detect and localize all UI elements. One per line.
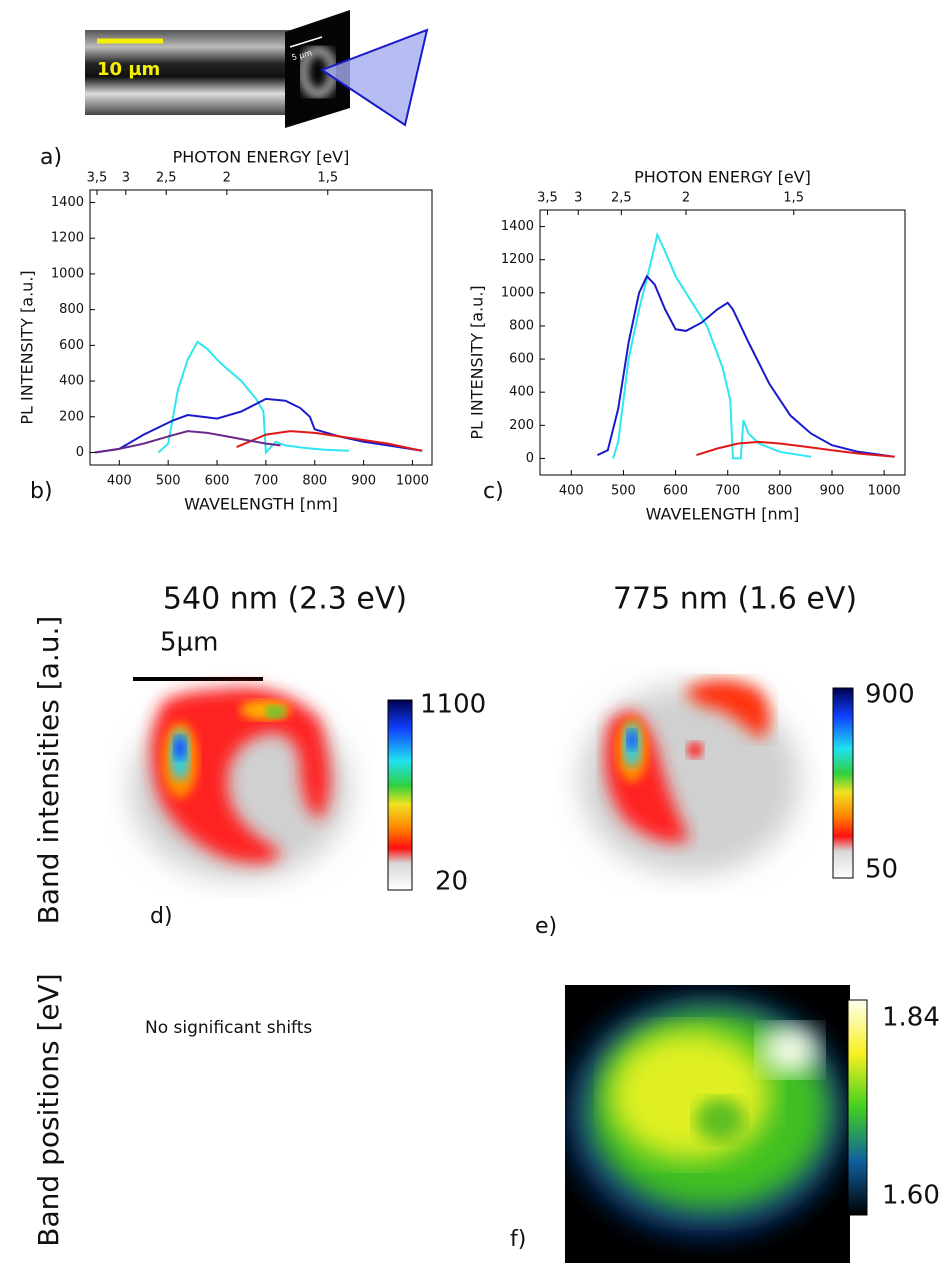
x-tick-label: 500 [611,484,636,499]
row-label: Band intensities [a.u.] [32,616,65,925]
sem-image [85,30,290,115]
small-bar [289,36,323,48]
y-tick-label: 0 [526,451,534,466]
colorbar [387,699,413,891]
x2-tick-label: 1,5 [317,171,338,186]
y-tick-label: 200 [59,409,84,424]
cross-section [285,10,350,128]
x2-tick-label: 3 [574,191,582,206]
panel-label: c) [483,479,504,504]
x-tick-label: 700 [715,484,740,499]
x-tick-label: 400 [559,484,584,499]
light-cone [319,28,429,127]
y-tick-label: 800 [509,318,534,333]
x-tick-label: 900 [820,484,845,499]
x2-tick-label: 2 [223,171,231,186]
colorbar-max: 1.84 [882,1003,940,1033]
panel-label: e) [535,914,557,939]
panel-label: a) [40,145,62,170]
spectrum-line [94,430,281,454]
x2-tick-label: 3,5 [87,171,108,186]
y-tick-label: 1200 [51,231,84,246]
map-title: 540 nm (2.3 eV) [163,582,407,617]
row-label: Band positions [eV] [32,973,65,1246]
panel-label: d) [150,904,173,929]
y-tick-label: 200 [509,418,534,433]
x-tick-label: 800 [302,474,327,489]
x-tick-label: 600 [663,484,688,499]
scale-label: 10 µm [97,59,160,80]
spectrum-line [696,440,895,458]
x-tick-label: 800 [767,484,792,499]
x-axis-label: WAVELENGTH [nm] [184,495,338,514]
panel-label: b) [30,479,53,504]
y-tick-label: 1000 [51,266,84,281]
scale-label: 5µm [160,628,218,658]
plot-frame [89,189,433,466]
x2-axis-label: PHOTON ENERGY [eV] [173,148,350,167]
colorbar [847,999,868,1216]
x-tick-label: 500 [156,474,181,489]
x2-tick-label: 1,5 [783,191,804,206]
y-tick-label: 600 [59,338,84,353]
y-tick-label: 600 [509,352,534,367]
x-axis-label: WAVELENGTH [nm] [646,505,800,524]
y-tick-label: 400 [59,374,84,389]
spectrum-line [236,430,423,452]
colorbar-max: 900 [865,680,915,710]
position-map [565,985,850,1263]
x2-tick-label: 2,5 [156,171,177,186]
y-tick-label: 800 [59,302,84,317]
note: No significant shifts [145,1018,312,1038]
colorbar-min: 50 [865,855,898,885]
x-tick-label: 900 [351,474,376,489]
y-axis-label: PL INTENSITY [a.u.] [18,270,37,424]
intensity-map [130,688,350,880]
spectrum-line [157,340,349,455]
x2-tick-label: 2 [682,191,690,206]
x-tick-label: 700 [253,474,278,489]
x-tick-label: 400 [107,474,132,489]
y-tick-label: 1400 [501,219,534,234]
x-tick-label: 600 [205,474,230,489]
x2-axis-label: PHOTON ENERGY [eV] [634,168,811,187]
colorbar-max: 1100 [420,690,486,720]
colorbar [832,687,854,879]
y-tick-label: 0 [76,445,84,460]
x-tick-label: 1000 [396,474,429,489]
y-tick-label: 1400 [51,195,84,210]
y-tick-label: 1000 [501,285,534,300]
colorbar-min: 1.60 [882,1181,940,1211]
colorbar-min: 20 [435,867,468,897]
panel-label: f) [510,1227,526,1252]
x-tick-label: 1000 [868,484,901,499]
x2-tick-label: 3,5 [537,191,558,206]
spectrum-line [596,274,895,458]
map-title: 775 nm (1.6 eV) [613,582,857,617]
plot-frame [539,209,906,476]
x2-tick-label: 2,5 [611,191,632,206]
spectrum-line [612,231,812,460]
y-tick-label: 400 [509,385,534,400]
y-tick-label: 1200 [501,252,534,267]
y-axis-label: PL INTENSITY [a.u.] [468,285,487,439]
intensity-map [580,680,800,875]
x2-tick-label: 3 [122,171,130,186]
